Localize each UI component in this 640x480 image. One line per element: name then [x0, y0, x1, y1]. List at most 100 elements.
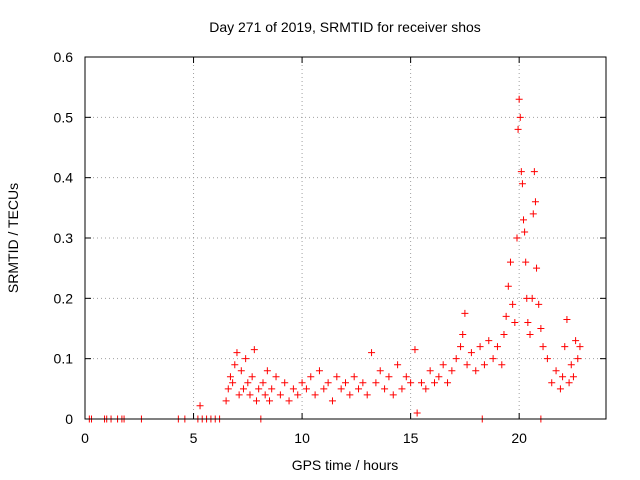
data-point: [514, 125, 522, 133]
data-point: [242, 355, 250, 363]
data-point: [320, 385, 328, 393]
data-point: [261, 391, 269, 399]
data-point: [500, 331, 508, 339]
data-point: [537, 325, 545, 332]
data-point: [569, 373, 577, 381]
data-point: [524, 318, 532, 326]
x-tick-label: 10: [294, 430, 310, 446]
data-point: [394, 361, 402, 369]
x-tick-label: 15: [403, 430, 419, 446]
data-point: [521, 228, 529, 236]
data-point: [363, 391, 371, 399]
data-point: [263, 367, 271, 375]
data-point: [461, 309, 469, 317]
y-tick-label: 0.4: [54, 170, 74, 186]
y-tick-label: 0.5: [54, 109, 74, 125]
data-point: [472, 367, 480, 375]
data-point: [315, 367, 323, 375]
x-axis-label: GPS time / hours: [292, 457, 399, 473]
data-point: [531, 198, 539, 206]
data-point: [376, 367, 384, 375]
data-point: [426, 367, 434, 375]
data-point: [572, 337, 580, 345]
data-point: [556, 385, 564, 393]
data-point: [226, 373, 234, 381]
data-point: [255, 385, 263, 393]
data-point: [522, 258, 530, 266]
x-tick-label: 0: [81, 430, 89, 446]
data-point: [337, 385, 345, 393]
data-point: [422, 385, 430, 393]
data-point: [346, 391, 354, 399]
data-point: [224, 385, 232, 393]
data-point: [576, 343, 584, 351]
data-point: [276, 391, 284, 399]
data-point: [233, 349, 241, 357]
data-point: [561, 343, 569, 351]
data-point: [250, 346, 258, 354]
data-point: [509, 300, 517, 308]
data-point: [237, 367, 245, 375]
y-axis-label: SRMTID / TECUs: [5, 183, 21, 293]
data-point: [350, 373, 358, 381]
data-point: [518, 180, 526, 188]
y-tick-label: 0: [65, 411, 73, 427]
data-point: [498, 361, 506, 369]
data-point: [548, 379, 556, 387]
data-point: [565, 379, 573, 387]
x-tick-label: 5: [190, 430, 198, 446]
data-point: [530, 168, 538, 176]
y-tick-labels: 0 0.1 0.2 0.3 0.4 0.5 0.6: [54, 49, 74, 427]
x-tick-label: 20: [511, 430, 527, 446]
data-point: [368, 349, 376, 357]
data-point: [431, 379, 439, 387]
data-point: [528, 294, 536, 302]
data-point: [372, 379, 380, 387]
data-point: [222, 397, 230, 405]
data-point: [402, 373, 410, 381]
data-point: [398, 385, 406, 393]
data-point: [480, 361, 488, 369]
data-point: [307, 373, 315, 381]
data-point: [444, 379, 452, 387]
data-point: [504, 282, 512, 290]
data-point: [563, 315, 571, 323]
data-point: [196, 402, 204, 410]
ticks: [84, 56, 606, 420]
data-point: [526, 331, 534, 339]
data-point: [485, 337, 493, 345]
data-point: [302, 385, 310, 393]
data-point: [457, 343, 465, 351]
data-point: [289, 385, 297, 393]
data-point: [439, 361, 447, 369]
data-point: [476, 343, 484, 351]
data-point: [539, 343, 547, 351]
data-point: [535, 300, 543, 308]
data-point: [552, 367, 560, 375]
data-point: [459, 331, 467, 339]
data-point: [231, 361, 239, 369]
data-point: [359, 379, 367, 387]
data-point: [244, 379, 252, 387]
y-tick-label: 0.2: [54, 290, 74, 306]
data-point: [463, 361, 471, 369]
data-point: [435, 373, 443, 381]
data-point: [417, 379, 425, 387]
data-point: [294, 391, 302, 399]
data-point: [389, 391, 397, 399]
data-point: [517, 168, 525, 176]
data-point: [298, 379, 306, 387]
data-point: [448, 367, 456, 375]
data-point: [513, 234, 521, 242]
data-point: [529, 210, 537, 218]
data-point: [520, 216, 528, 224]
y-tick-label: 0.3: [54, 230, 74, 246]
data-point: [268, 385, 276, 393]
data-point: [467, 349, 475, 357]
data-point: [285, 397, 293, 405]
x-tick-labels: 0 5 10 15 20: [81, 430, 527, 446]
data-point: [252, 397, 260, 405]
data-point: [385, 373, 393, 381]
data-point: [506, 258, 514, 266]
